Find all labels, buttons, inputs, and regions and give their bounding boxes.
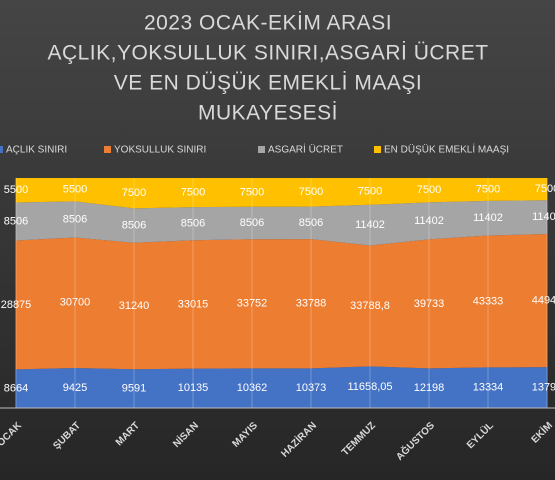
- data-label: 33752: [237, 298, 268, 310]
- data-label: 8506: [181, 218, 205, 230]
- data-label: 33788: [296, 298, 327, 310]
- area: [16, 200, 547, 246]
- data-label: 9425: [63, 382, 87, 394]
- legend-label: AÇLIK SINIRI: [6, 145, 67, 156]
- data-label: 13334: [473, 382, 504, 394]
- data-label: 5500: [63, 184, 87, 196]
- chart-title: MUKAYESESİ: [198, 102, 338, 125]
- data-label: 7500: [181, 186, 205, 198]
- chart-title: VE EN DÜŞÜK EMEKLİ MAAŞI: [114, 72, 422, 95]
- legend-swatch: [104, 146, 111, 153]
- data-label: 8506: [299, 217, 323, 229]
- data-label: 11402: [532, 211, 555, 223]
- data-label: 9591: [122, 383, 146, 395]
- data-label: 8506: [240, 217, 264, 229]
- data-label: 10135: [178, 382, 209, 394]
- data-label: 7500: [417, 184, 441, 196]
- data-label: 7500: [535, 183, 555, 195]
- legend-swatch: [374, 146, 381, 153]
- chart-title: 2023 OCAK-EKİM ARASI: [144, 12, 392, 35]
- data-label: 11658,05: [347, 381, 392, 393]
- area: [16, 178, 547, 209]
- data-label: 11402: [414, 215, 444, 227]
- data-label: 31240: [119, 300, 150, 312]
- data-label: 7500: [476, 183, 500, 195]
- legend-swatch: [0, 146, 3, 153]
- data-label: 7500: [358, 185, 382, 197]
- chart-title: AÇLIK,YOKSULLUK SINIRI,ASGARİ ÜCRET: [47, 42, 488, 65]
- data-label: 13798: [532, 381, 555, 393]
- area: [16, 233, 547, 370]
- data-label: 30700: [60, 297, 91, 309]
- area: [16, 366, 547, 408]
- data-label: 11402: [355, 219, 385, 231]
- data-label: 44946: [532, 294, 555, 306]
- data-label: 7500: [299, 186, 323, 198]
- data-label: 8664: [4, 383, 28, 395]
- data-label: 33015: [178, 298, 209, 310]
- data-label: 8506: [63, 213, 87, 225]
- data-label: 28875: [1, 299, 32, 311]
- legend-label: YOKSULLUK SINIRI: [114, 145, 206, 156]
- data-label: 8506: [4, 215, 28, 227]
- data-label: 7500: [240, 186, 264, 198]
- data-label: 12198: [414, 382, 445, 394]
- legend-swatch: [258, 146, 265, 153]
- data-label: 39733: [414, 298, 445, 310]
- legend-label: EN DÜŞÜK EMEKLİ MAAŞI: [384, 143, 509, 156]
- data-label: 43333: [473, 295, 504, 307]
- data-label: 8506: [122, 219, 146, 231]
- data-label: 7500: [122, 187, 146, 199]
- legend-label: ASGARİ ÜCRET: [268, 143, 343, 156]
- data-label: 33788,8: [350, 300, 390, 312]
- data-label: 5500: [4, 184, 28, 196]
- data-label: 11402: [473, 212, 503, 224]
- data-label: 10373: [296, 382, 327, 394]
- data-label: 10362: [237, 382, 268, 394]
